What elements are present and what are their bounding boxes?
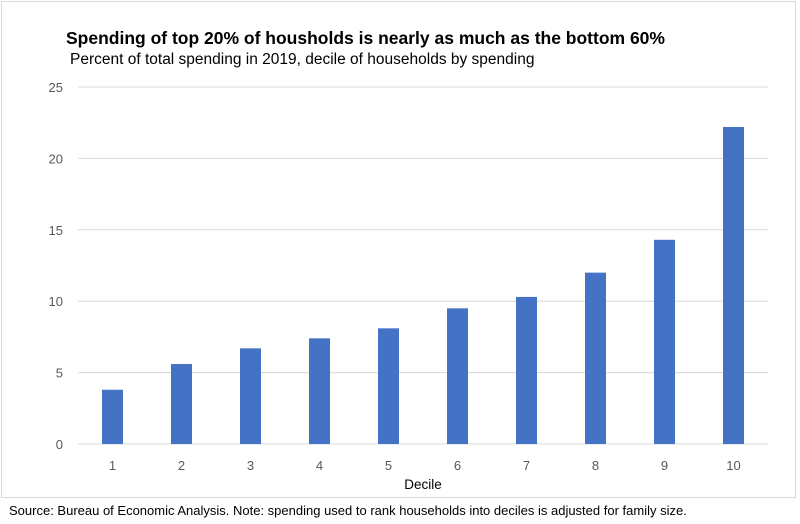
y-tick-label: 5 — [56, 366, 63, 381]
x-tick-label: 7 — [523, 458, 530, 473]
bar-chart: 0 5 10 15 20 25 1 2 3 4 5 6 7 8 9 10 Decile — [49, 80, 768, 492]
y-tick-label: 25 — [49, 80, 63, 95]
bar — [654, 239, 675, 444]
bar — [240, 348, 261, 444]
x-tick-label: 9 — [661, 458, 668, 473]
x-tick-label: 5 — [385, 458, 392, 473]
chart-subtitle: Percent of total spending in 2019, decil… — [70, 51, 535, 68]
bar — [723, 126, 744, 444]
chart-title: Spending of top 20% of housholds is near… — [66, 28, 665, 48]
x-tick-label: 8 — [592, 458, 599, 473]
y-tick-label: 10 — [49, 294, 63, 309]
bar — [102, 389, 123, 444]
source-note: Source: Bureau of Economic Analysis. Not… — [9, 503, 687, 518]
bar — [378, 328, 399, 444]
bar — [309, 338, 330, 444]
x-axis-title: Decile — [404, 477, 442, 492]
bar — [516, 296, 537, 444]
bar — [585, 272, 606, 444]
x-tick-label: 1 — [109, 458, 116, 473]
bar — [447, 308, 468, 444]
y-tick-label: 0 — [56, 437, 63, 452]
y-tick-label: 15 — [49, 223, 63, 238]
bar — [171, 364, 192, 444]
x-tick-label: 6 — [454, 458, 461, 473]
x-tick-label: 3 — [247, 458, 254, 473]
x-tick-label: 2 — [178, 458, 185, 473]
x-tick-label: 10 — [726, 458, 740, 473]
y-tick-label: 20 — [49, 151, 63, 166]
x-tick-label: 4 — [316, 458, 323, 473]
